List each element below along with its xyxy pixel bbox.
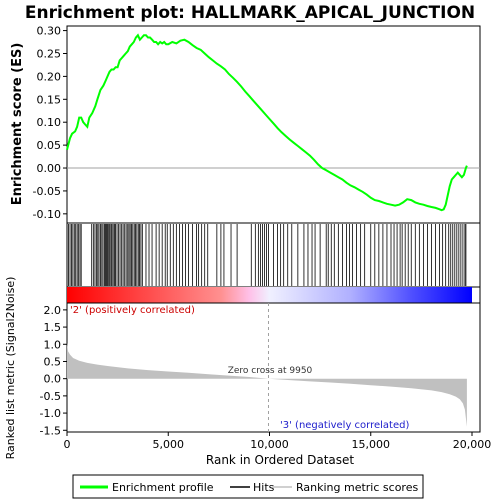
ranking-metric-area <box>67 342 467 427</box>
metric-y-tick-label: 0.5 <box>44 355 62 368</box>
es-y-axis: -0.10 -0.05 0.00 0.05 0.10 0.15 0.20 0.25 0.30 <box>33 25 67 221</box>
es-y-tick-label: 0.25 <box>37 47 62 60</box>
es-y-axis-label: Enrichment score (ES) <box>10 43 25 206</box>
legend-metric-label: Ranking metric scores <box>296 481 418 494</box>
es-y-tick-label: 0.15 <box>37 93 62 106</box>
metric-y-tick-label: 1.0 <box>44 338 62 351</box>
es-y-tick-label: 0.10 <box>37 116 62 129</box>
es-y-tick-label: 0.30 <box>37 25 62 38</box>
es-y-tick-label: 0.20 <box>37 70 62 83</box>
es-y-tick-label: 0.05 <box>37 139 62 152</box>
legend-hits-label: Hits <box>253 481 275 494</box>
metric-y-tick-label: -1.0 <box>40 407 61 420</box>
positive-correlation-label: '2' (positively correlated) <box>70 305 195 316</box>
x-tick-label: 15,000 <box>352 438 391 451</box>
es-y-tick-label: -0.05 <box>33 185 61 198</box>
negative-correlation-label: '3' (negatively correlated) <box>280 420 409 431</box>
hit-markers <box>68 224 467 286</box>
es-y-tick-label: 0.00 <box>37 162 62 175</box>
ranking-color-bar <box>67 287 472 303</box>
legend-enrichment-label: Enrichment profile <box>112 481 214 494</box>
metric-y-tick-label: 1.5 <box>44 321 62 334</box>
metric-panel-frame <box>66 302 481 433</box>
metric-y-tick-label: -1.5 <box>40 424 61 437</box>
es-y-tick-label: -0.10 <box>33 208 61 221</box>
x-tick-label: 0 <box>64 438 71 451</box>
x-axis-label: Rank in Ordered Dataset <box>206 453 354 467</box>
x-tick-label: 20,000 <box>453 438 492 451</box>
metric-y-tick-label: 2.0 <box>44 304 62 317</box>
enrichment-profile-line <box>66 33 468 212</box>
metric-y-tick-label: -0.5 <box>40 390 61 403</box>
metric-y-axis: -1.5 -1.0 -0.5 0.0 0.5 1.0 1.5 2.0 <box>40 304 67 437</box>
zero-cross-label: Zero cross at 9950 <box>228 366 313 376</box>
metric-y-axis-label: Ranked list metric (Signal2Noise) <box>4 277 17 460</box>
metric-y-tick-label: 0.0 <box>44 373 62 386</box>
chart-title: Enrichment plot: HALLMARK_APICAL_JUNCTIO… <box>25 3 475 23</box>
x-tick-label: 10,000 <box>250 438 289 451</box>
x-axis: 0 5,000 10,000 15,000 20,000 <box>64 432 492 451</box>
x-tick-label: 5,000 <box>153 438 185 451</box>
